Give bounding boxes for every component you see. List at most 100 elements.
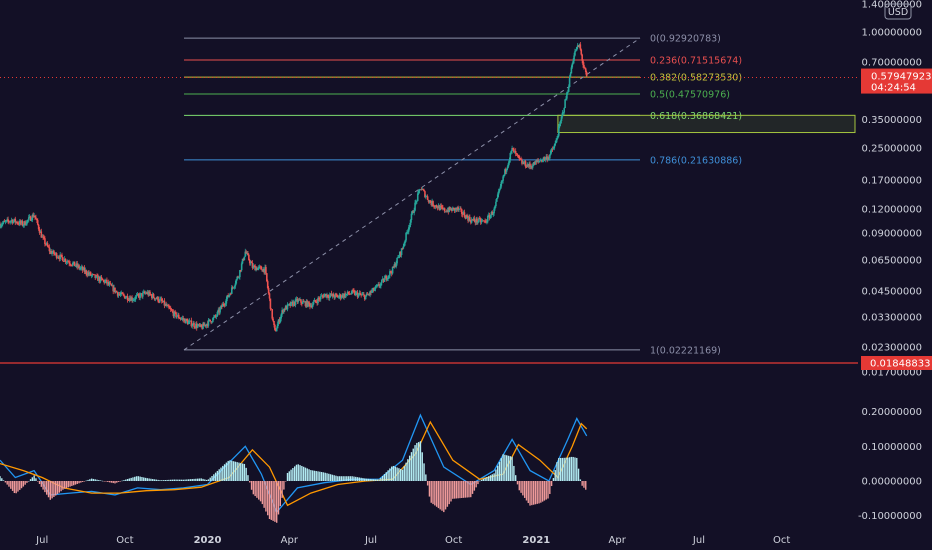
candle-body	[255, 267, 257, 271]
candle-body	[463, 212, 466, 217]
candle-body	[534, 161, 537, 165]
macd-histogram-bar	[272, 481, 274, 521]
candle-body	[107, 282, 109, 284]
candle-body	[18, 220, 21, 225]
macd-histogram-bar	[549, 481, 551, 495]
macd-histogram-bar	[250, 481, 253, 490]
candle-body	[167, 305, 169, 307]
candle-body	[484, 220, 486, 222]
macd-histogram-bar	[430, 481, 432, 503]
candle-body	[19, 220, 22, 224]
candle-body	[258, 266, 261, 268]
candle-body	[298, 299, 300, 301]
price-tick-label: 0.02300000	[862, 343, 922, 354]
candle-body	[133, 299, 136, 301]
horizontal-lines[interactable]	[0, 77, 858, 364]
support-price-value: 0.01848833	[870, 359, 930, 370]
candle-body	[487, 215, 489, 222]
candle-body	[340, 297, 343, 299]
candle-body	[424, 191, 426, 198]
macd-histogram-bar	[256, 481, 258, 498]
candle-body	[146, 292, 149, 294]
macd-histogram-bar	[498, 461, 501, 481]
macd-histogram-bar	[514, 475, 517, 481]
candle-body	[423, 190, 425, 192]
candle-body	[317, 297, 319, 304]
candle-body	[431, 200, 433, 205]
fib-level-label: 0.382(0.58273530)	[650, 73, 742, 84]
candle-body	[77, 265, 79, 267]
candle-body	[205, 323, 208, 326]
candle-body	[90, 275, 93, 277]
candle-body	[583, 64, 585, 68]
candle-body	[222, 303, 225, 305]
currency-badge[interactable]: USD	[884, 3, 912, 20]
candle-body	[327, 294, 329, 297]
candle-body	[494, 206, 496, 209]
macd-histogram-bar	[218, 469, 220, 481]
candle-body	[0, 225, 2, 228]
macd-histogram-bar	[405, 462, 407, 481]
macd-histogram-bar	[76, 481, 78, 484]
candle-body	[399, 251, 402, 256]
candle-body	[513, 151, 516, 153]
macd-histogram-bar	[470, 481, 472, 498]
candle-body	[230, 287, 233, 294]
candle-body	[30, 220, 33, 221]
candle-body	[107, 282, 110, 285]
fibonacci-retracement[interactable]: 0(0.92920783) 0.236(0.71515674) 0.382(0.58…	[183, 34, 742, 357]
candle-body	[488, 215, 491, 219]
macd-histogram-bar	[1, 478, 3, 481]
macd-histogram-bar	[320, 472, 323, 481]
candle-body	[314, 300, 317, 302]
candle-body	[397, 257, 399, 258]
candle-body	[549, 154, 551, 159]
candle-body	[370, 291, 372, 293]
price-tick-label: 1.40000000	[862, 0, 922, 10]
macd-histogram-bar	[523, 481, 526, 498]
candle-body	[512, 147, 514, 149]
candle-body	[465, 215, 468, 219]
macd-histogram-bar	[58, 481, 60, 493]
candle-body	[430, 202, 433, 205]
macd-histogram-bar	[552, 478, 555, 481]
macd-histogram-bar	[19, 481, 21, 490]
candle-body	[353, 290, 355, 292]
candle-body	[499, 186, 502, 189]
candle-body	[561, 112, 564, 117]
candle-body	[495, 201, 497, 207]
candle-body	[351, 290, 353, 294]
macd-histogram-bar	[108, 481, 111, 483]
time-axis[interactable]: Jul Oct 2020 Apr Jul Oct 2021 Apr Jul Oct	[35, 535, 790, 546]
candle-body	[262, 268, 265, 272]
candle-body	[290, 301, 292, 306]
macd-tick-label: 0.10000000	[862, 442, 922, 453]
time-tick-label: Jul	[364, 535, 377, 546]
macd-histogram-bar	[281, 481, 283, 498]
macd-histogram-bar	[376, 479, 379, 481]
candle-body	[254, 265, 256, 271]
candle-body	[480, 220, 483, 223]
macd-histogram-bar	[529, 481, 531, 506]
macd-histogram-bar	[243, 463, 246, 481]
candle-body	[260, 266, 263, 270]
candle-body	[249, 262, 252, 264]
candle-body	[503, 174, 505, 177]
candle-body	[171, 310, 174, 312]
demand-zone-box[interactable]	[557, 114, 856, 134]
candle-body	[281, 310, 283, 315]
support-price-tag	[861, 356, 932, 370]
macd-histogram-bar	[62, 481, 64, 490]
candle-body	[460, 209, 463, 214]
macd-histogram-bar	[209, 477, 211, 481]
zone-rect[interactable]	[557, 114, 856, 134]
macd-histogram-bar	[439, 481, 441, 510]
candle-body	[329, 293, 332, 296]
candle-body	[515, 153, 518, 155]
candle-body	[543, 157, 546, 160]
candle-body	[108, 283, 111, 285]
macd-histogram-bar	[536, 481, 538, 504]
macd-histogram-bar	[568, 457, 571, 481]
candle-body	[486, 221, 488, 223]
